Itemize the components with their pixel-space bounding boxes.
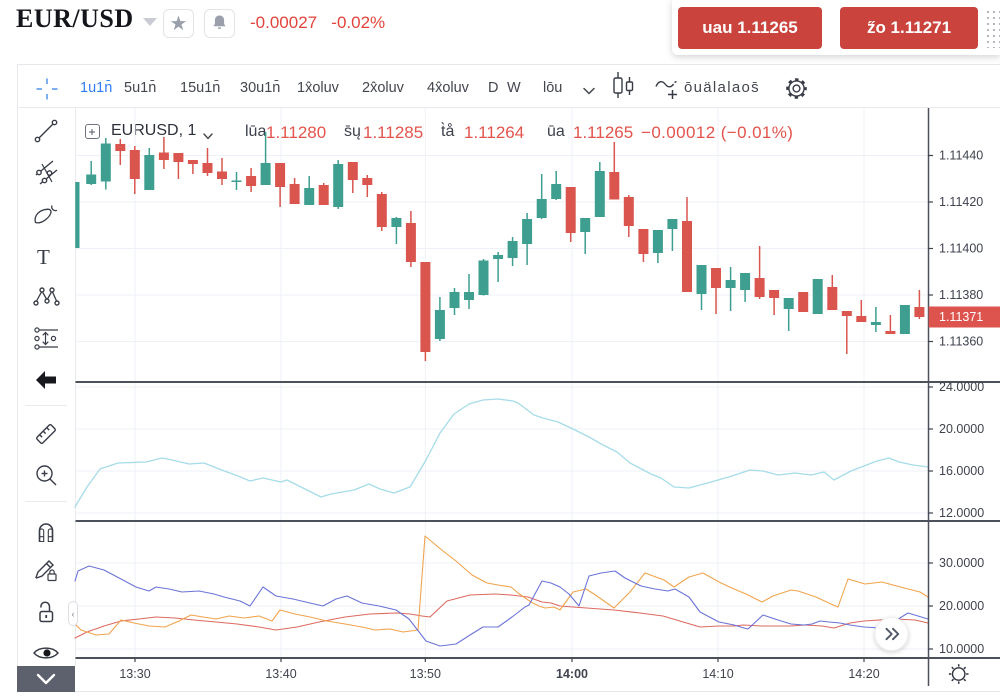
svg-text:1.11380: 1.11380 bbox=[939, 288, 983, 302]
svg-text:14:10: 14:10 bbox=[702, 667, 733, 681]
svg-text:20.0000: 20.0000 bbox=[939, 422, 984, 436]
svg-text:14:00: 14:00 bbox=[556, 667, 588, 681]
svg-text:13:50: 13:50 bbox=[410, 667, 441, 681]
svg-text:10.0000: 10.0000 bbox=[939, 642, 984, 656]
svg-text:1.11360: 1.11360 bbox=[939, 335, 983, 349]
svg-text:13:30: 13:30 bbox=[119, 667, 150, 681]
svg-text:13:40: 13:40 bbox=[265, 667, 296, 681]
svg-text:1.11371: 1.11371 bbox=[939, 310, 983, 324]
svg-text:24.0000: 24.0000 bbox=[939, 380, 984, 394]
svg-text:12.0000: 12.0000 bbox=[939, 506, 984, 520]
svg-text:20.0000: 20.0000 bbox=[939, 599, 984, 613]
svg-text:1.11440: 1.11440 bbox=[939, 149, 983, 163]
svg-text:1.11400: 1.11400 bbox=[939, 242, 983, 256]
svg-text:16.0000: 16.0000 bbox=[939, 464, 984, 478]
svg-text:30.0000: 30.0000 bbox=[939, 556, 984, 570]
svg-text:1.11420: 1.11420 bbox=[939, 195, 983, 209]
svg-text:14:20: 14:20 bbox=[848, 667, 879, 681]
